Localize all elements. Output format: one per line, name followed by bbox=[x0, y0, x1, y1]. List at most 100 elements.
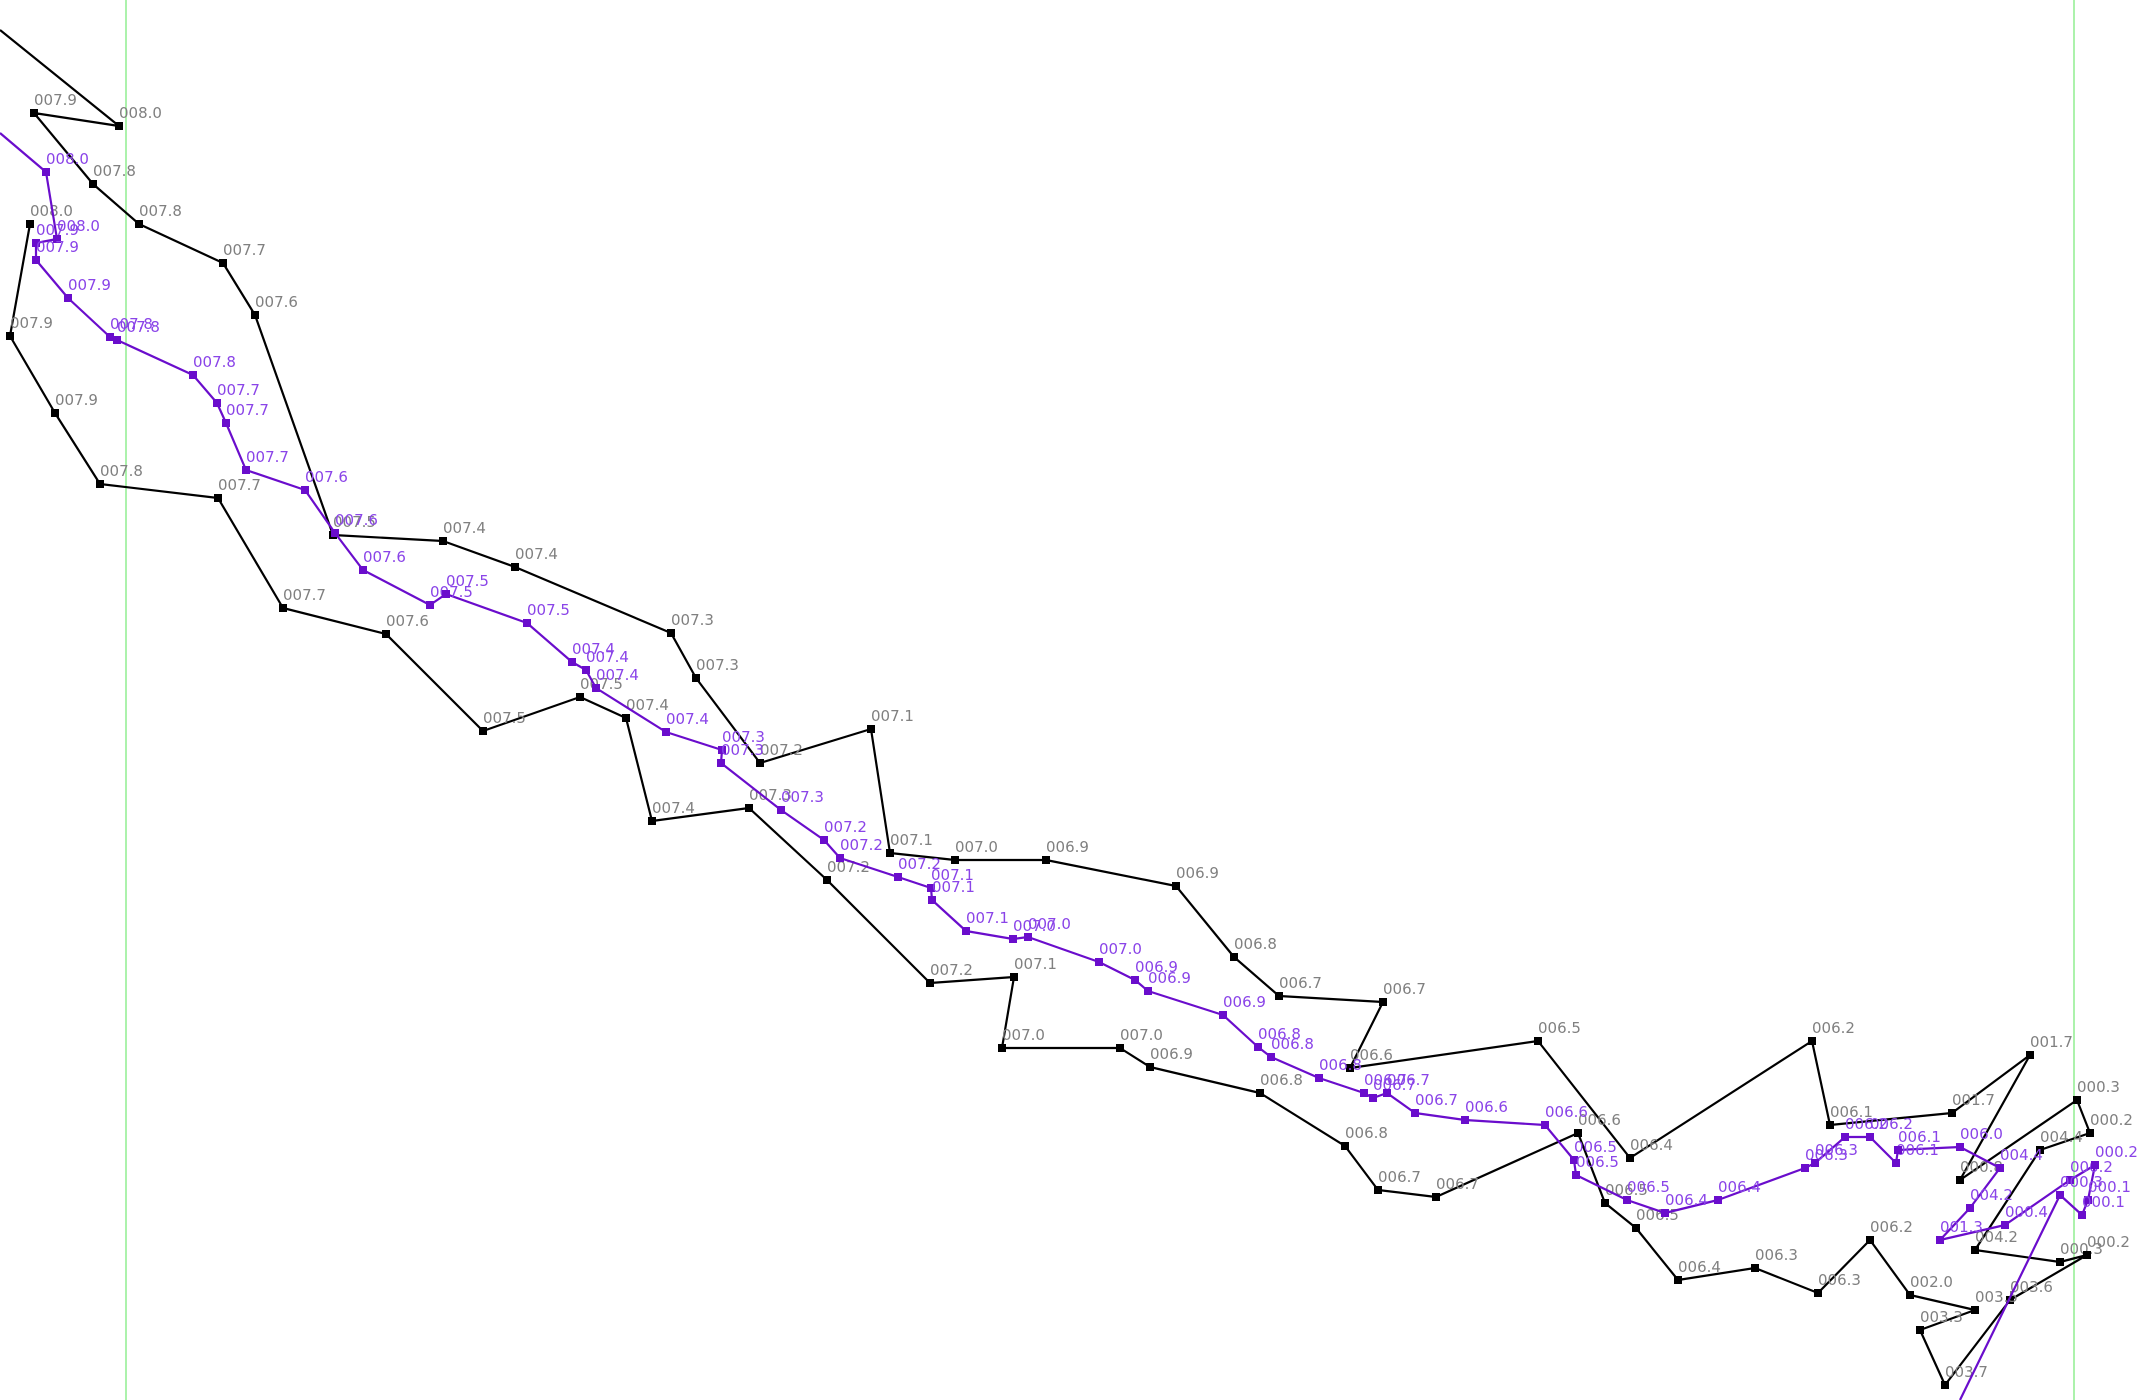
point-label: 000.1 bbox=[2088, 1178, 2131, 1196]
point-marker bbox=[1024, 933, 1032, 941]
point-label: 006.0 bbox=[1960, 1125, 2003, 1143]
point-label: 007.8 bbox=[110, 315, 153, 333]
point-label: 007.2 bbox=[840, 836, 883, 854]
point-label: 007.5 bbox=[483, 709, 526, 727]
point-marker bbox=[1632, 1224, 1640, 1232]
point-label: 006.2 bbox=[1845, 1115, 1888, 1133]
point-marker bbox=[886, 849, 894, 857]
point-marker bbox=[1906, 1291, 1914, 1299]
point-label: 006.2 bbox=[1812, 1019, 1855, 1037]
point-marker bbox=[1267, 1053, 1275, 1061]
point-label: 006.7 bbox=[1279, 974, 1322, 992]
point-label: 007.4 bbox=[586, 648, 629, 666]
point-marker bbox=[1131, 976, 1139, 984]
point-marker bbox=[2056, 1191, 2064, 1199]
point-label: 007.6 bbox=[305, 468, 348, 486]
point-label: 007.8 bbox=[117, 318, 160, 336]
point-marker bbox=[96, 480, 104, 488]
point-label: 007.5 bbox=[333, 513, 376, 531]
point-label: 006.6 bbox=[1545, 1103, 1588, 1121]
point-marker bbox=[1572, 1171, 1580, 1179]
point-label: 007.1 bbox=[871, 707, 914, 725]
point-label: 006.3 bbox=[1815, 1141, 1858, 1159]
point-label: 006.2 bbox=[1870, 1115, 1913, 1133]
point-marker bbox=[1144, 987, 1152, 995]
point-label: 006.8 bbox=[1271, 1035, 1314, 1053]
point-marker bbox=[692, 674, 700, 682]
point-label: 006.7 bbox=[1387, 1071, 1430, 1089]
point-marker bbox=[1574, 1129, 1582, 1137]
point-marker bbox=[135, 220, 143, 228]
point-marker bbox=[382, 630, 390, 638]
point-label: 007.3 bbox=[722, 728, 765, 746]
point-marker bbox=[777, 806, 785, 814]
point-label: 002.0 bbox=[1910, 1273, 1953, 1291]
point-label: 007.8 bbox=[93, 162, 136, 180]
point-marker bbox=[1275, 992, 1283, 1000]
point-label: 007.0 bbox=[1002, 1026, 1045, 1044]
point-label: 006.9 bbox=[1135, 958, 1178, 976]
point-label: 006.4 bbox=[1718, 1178, 1761, 1196]
point-label: 007.4 bbox=[652, 799, 695, 817]
point-marker bbox=[279, 604, 287, 612]
point-marker bbox=[1801, 1164, 1809, 1172]
point-marker bbox=[222, 419, 230, 427]
point-label: 006.1 bbox=[1898, 1128, 1941, 1146]
point-label: 007.3 bbox=[671, 611, 714, 629]
point-label: 000.4 bbox=[2005, 1203, 2048, 1221]
point-marker bbox=[1230, 953, 1238, 961]
point-marker bbox=[2026, 1051, 2034, 1059]
point-marker bbox=[1172, 882, 1180, 890]
point-marker bbox=[1941, 1381, 1949, 1389]
point-label: 006.5 bbox=[1574, 1138, 1617, 1156]
point-marker bbox=[1360, 1089, 1368, 1097]
point-marker bbox=[64, 294, 72, 302]
point-marker bbox=[667, 629, 675, 637]
point-label: 000.2 bbox=[2090, 1111, 2133, 1129]
point-label: 006.9 bbox=[1176, 864, 1219, 882]
point-label: 006.7 bbox=[1415, 1091, 1458, 1109]
point-label: 007.7 bbox=[246, 448, 289, 466]
point-marker bbox=[213, 399, 221, 407]
point-label: 006.7 bbox=[1378, 1168, 1421, 1186]
point-label: 007.9 bbox=[36, 238, 79, 256]
point-marker bbox=[926, 979, 934, 987]
point-label: 006.7 bbox=[1383, 980, 1426, 998]
point-marker bbox=[1383, 1089, 1391, 1097]
point-marker bbox=[1866, 1236, 1874, 1244]
point-marker bbox=[1570, 1156, 1578, 1164]
point-marker bbox=[756, 759, 764, 767]
point-label: 007.7 bbox=[223, 241, 266, 259]
point-marker bbox=[511, 563, 519, 571]
point-label: 003.7 bbox=[1945, 1363, 1988, 1381]
point-marker bbox=[1956, 1176, 1964, 1184]
point-marker bbox=[2078, 1211, 2086, 1219]
point-label: 006.8 bbox=[1234, 935, 1277, 953]
point-marker bbox=[1661, 1209, 1669, 1217]
point-marker bbox=[1948, 1109, 1956, 1117]
point-marker bbox=[426, 601, 434, 609]
point-marker bbox=[1996, 1164, 2004, 1172]
point-label: 006.9 bbox=[1223, 993, 1266, 1011]
point-label: 000.3 bbox=[2077, 1078, 2120, 1096]
point-label: 007.8 bbox=[100, 462, 143, 480]
point-label: 000.3 bbox=[2060, 1240, 2103, 1258]
point-marker bbox=[1432, 1193, 1440, 1201]
point-label: 006.4 bbox=[1630, 1136, 1673, 1154]
point-label: 000.2 bbox=[2095, 1143, 2138, 1161]
point-marker bbox=[2001, 1221, 2009, 1229]
series-purple: 008.0008.0007.9007.9007.9007.8007.8007.8… bbox=[0, 132, 2138, 1400]
point-marker bbox=[717, 759, 725, 767]
point-marker bbox=[1146, 1063, 1154, 1071]
point-marker bbox=[820, 836, 828, 844]
point-marker bbox=[1374, 1186, 1382, 1194]
point-marker bbox=[1626, 1154, 1634, 1162]
point-label: 007.7 bbox=[218, 476, 261, 494]
point-marker bbox=[648, 817, 656, 825]
point-label: 007.0 bbox=[1013, 917, 1056, 935]
point-label: 001.3 bbox=[1940, 1218, 1983, 1236]
point-marker bbox=[6, 332, 14, 340]
point-label: 008.0 bbox=[57, 217, 100, 235]
point-label: 006.7 bbox=[1436, 1175, 1479, 1193]
point-label: 000.1 bbox=[2082, 1193, 2125, 1211]
